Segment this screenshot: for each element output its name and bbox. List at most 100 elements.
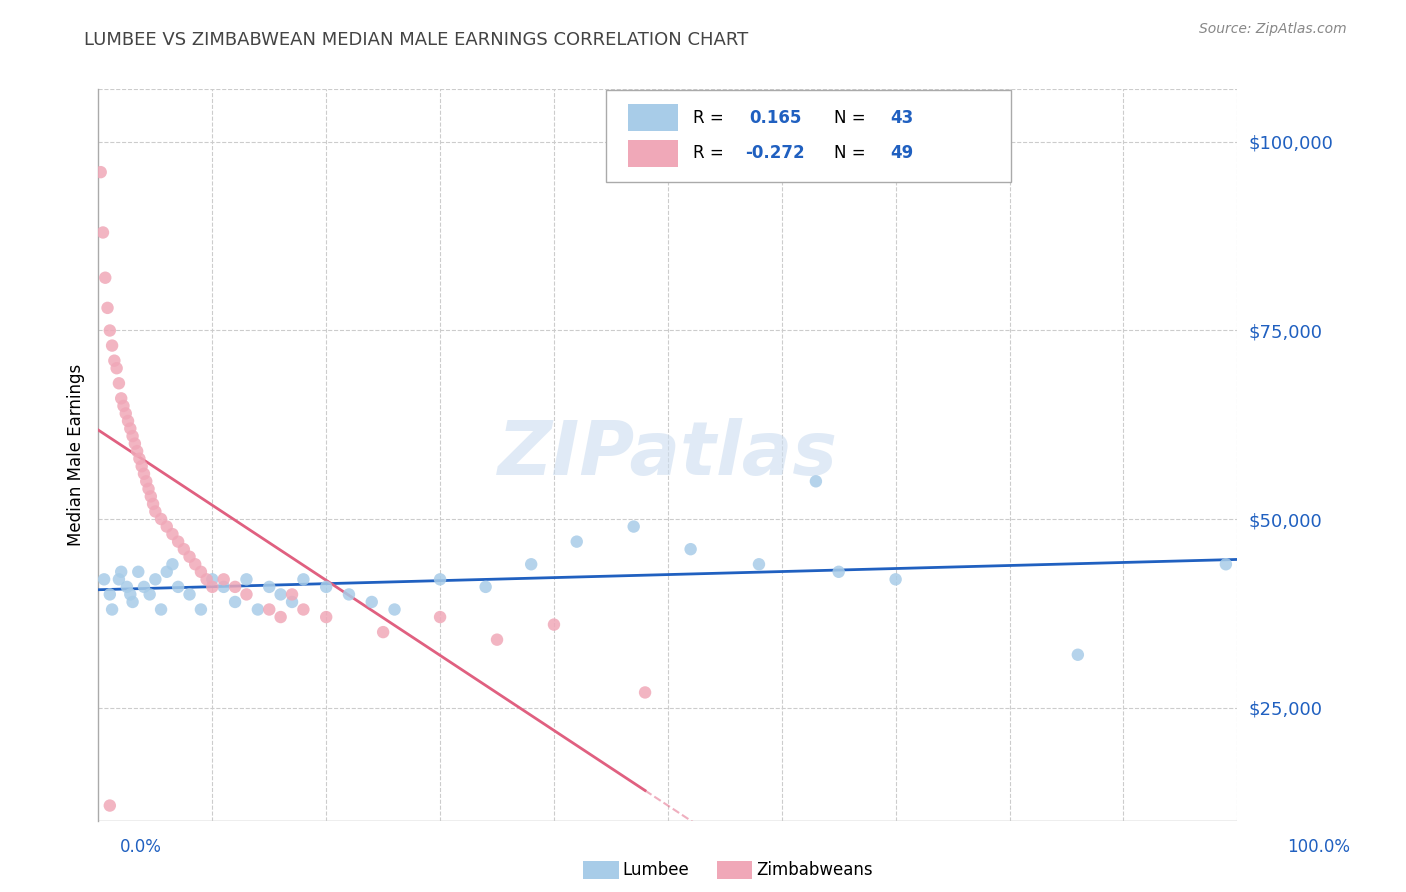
Point bbox=[101, 338, 124, 352]
Point bbox=[360, 595, 382, 609]
Point bbox=[486, 632, 509, 647]
Point bbox=[167, 580, 190, 594]
Point bbox=[190, 602, 212, 616]
Point bbox=[246, 602, 269, 616]
Point bbox=[114, 407, 136, 421]
Point bbox=[156, 565, 179, 579]
Text: -0.272: -0.272 bbox=[745, 145, 804, 162]
Point bbox=[145, 572, 167, 586]
Text: Zimbabweans: Zimbabweans bbox=[756, 861, 873, 879]
Point bbox=[884, 572, 907, 586]
Point bbox=[121, 595, 143, 609]
Point bbox=[748, 558, 770, 572]
Point bbox=[167, 534, 190, 549]
Point bbox=[634, 685, 657, 699]
Point bbox=[804, 475, 827, 489]
Point bbox=[292, 602, 315, 616]
Point bbox=[124, 436, 146, 450]
Point bbox=[150, 512, 173, 526]
Point bbox=[520, 558, 543, 572]
Text: 100.0%: 100.0% bbox=[1286, 838, 1350, 855]
Point bbox=[184, 558, 207, 572]
Point bbox=[96, 301, 118, 315]
Text: Lumbee: Lumbee bbox=[623, 861, 689, 879]
Point bbox=[108, 376, 131, 391]
Point bbox=[120, 421, 142, 435]
Point bbox=[235, 572, 257, 586]
Text: N =: N = bbox=[834, 145, 865, 162]
Point bbox=[142, 497, 165, 511]
Point bbox=[98, 587, 121, 601]
Point bbox=[98, 324, 121, 338]
Point bbox=[179, 587, 201, 601]
Text: R =: R = bbox=[693, 145, 724, 162]
Point bbox=[173, 542, 195, 557]
Point bbox=[110, 565, 132, 579]
Point bbox=[138, 482, 160, 496]
Point bbox=[98, 798, 121, 813]
Point bbox=[543, 617, 565, 632]
Point bbox=[429, 610, 451, 624]
Point bbox=[139, 489, 162, 503]
Point bbox=[828, 565, 851, 579]
Point bbox=[101, 602, 124, 616]
Point bbox=[120, 587, 142, 601]
Text: ZIPatlas: ZIPatlas bbox=[498, 418, 838, 491]
Point bbox=[474, 580, 496, 594]
Point bbox=[224, 595, 246, 609]
Point bbox=[127, 565, 149, 579]
Point bbox=[281, 595, 304, 609]
Point bbox=[195, 572, 218, 586]
Point bbox=[212, 580, 235, 594]
Point bbox=[110, 392, 132, 406]
Point bbox=[108, 572, 131, 586]
Point bbox=[281, 587, 304, 601]
Point bbox=[292, 572, 315, 586]
Point bbox=[201, 580, 224, 594]
Point bbox=[135, 475, 157, 489]
Point bbox=[115, 580, 138, 594]
Point bbox=[212, 572, 235, 586]
Point bbox=[679, 542, 702, 557]
Point bbox=[162, 558, 184, 572]
Point bbox=[117, 414, 139, 428]
Point bbox=[259, 580, 281, 594]
Point bbox=[235, 587, 257, 601]
Y-axis label: Median Male Earnings: Median Male Earnings bbox=[66, 364, 84, 546]
Text: Source: ZipAtlas.com: Source: ZipAtlas.com bbox=[1199, 22, 1347, 37]
Point bbox=[132, 580, 155, 594]
Point bbox=[112, 399, 135, 413]
Point bbox=[90, 165, 112, 179]
Point bbox=[384, 602, 406, 616]
Point bbox=[337, 587, 360, 601]
Point bbox=[138, 587, 160, 601]
Point bbox=[201, 572, 224, 586]
Text: 49: 49 bbox=[890, 145, 914, 162]
Text: 43: 43 bbox=[890, 109, 914, 127]
Point bbox=[105, 361, 128, 376]
Point bbox=[131, 459, 153, 474]
Point bbox=[103, 353, 125, 368]
Point bbox=[315, 580, 337, 594]
Point bbox=[93, 572, 115, 586]
Point bbox=[315, 610, 337, 624]
Point bbox=[91, 226, 114, 240]
Point bbox=[623, 519, 645, 533]
Point bbox=[132, 467, 155, 481]
Point bbox=[94, 270, 117, 285]
Point bbox=[145, 504, 167, 518]
Point bbox=[565, 534, 588, 549]
Point bbox=[1215, 558, 1237, 572]
Point bbox=[259, 602, 281, 616]
Point bbox=[270, 610, 292, 624]
Point bbox=[150, 602, 173, 616]
Text: N =: N = bbox=[834, 109, 865, 127]
Text: R =: R = bbox=[693, 109, 724, 127]
Point bbox=[162, 527, 184, 541]
Text: 0.165: 0.165 bbox=[749, 109, 801, 127]
Point bbox=[190, 565, 212, 579]
Text: 0.0%: 0.0% bbox=[120, 838, 162, 855]
Point bbox=[429, 572, 451, 586]
Point bbox=[128, 451, 150, 466]
Point bbox=[270, 587, 292, 601]
